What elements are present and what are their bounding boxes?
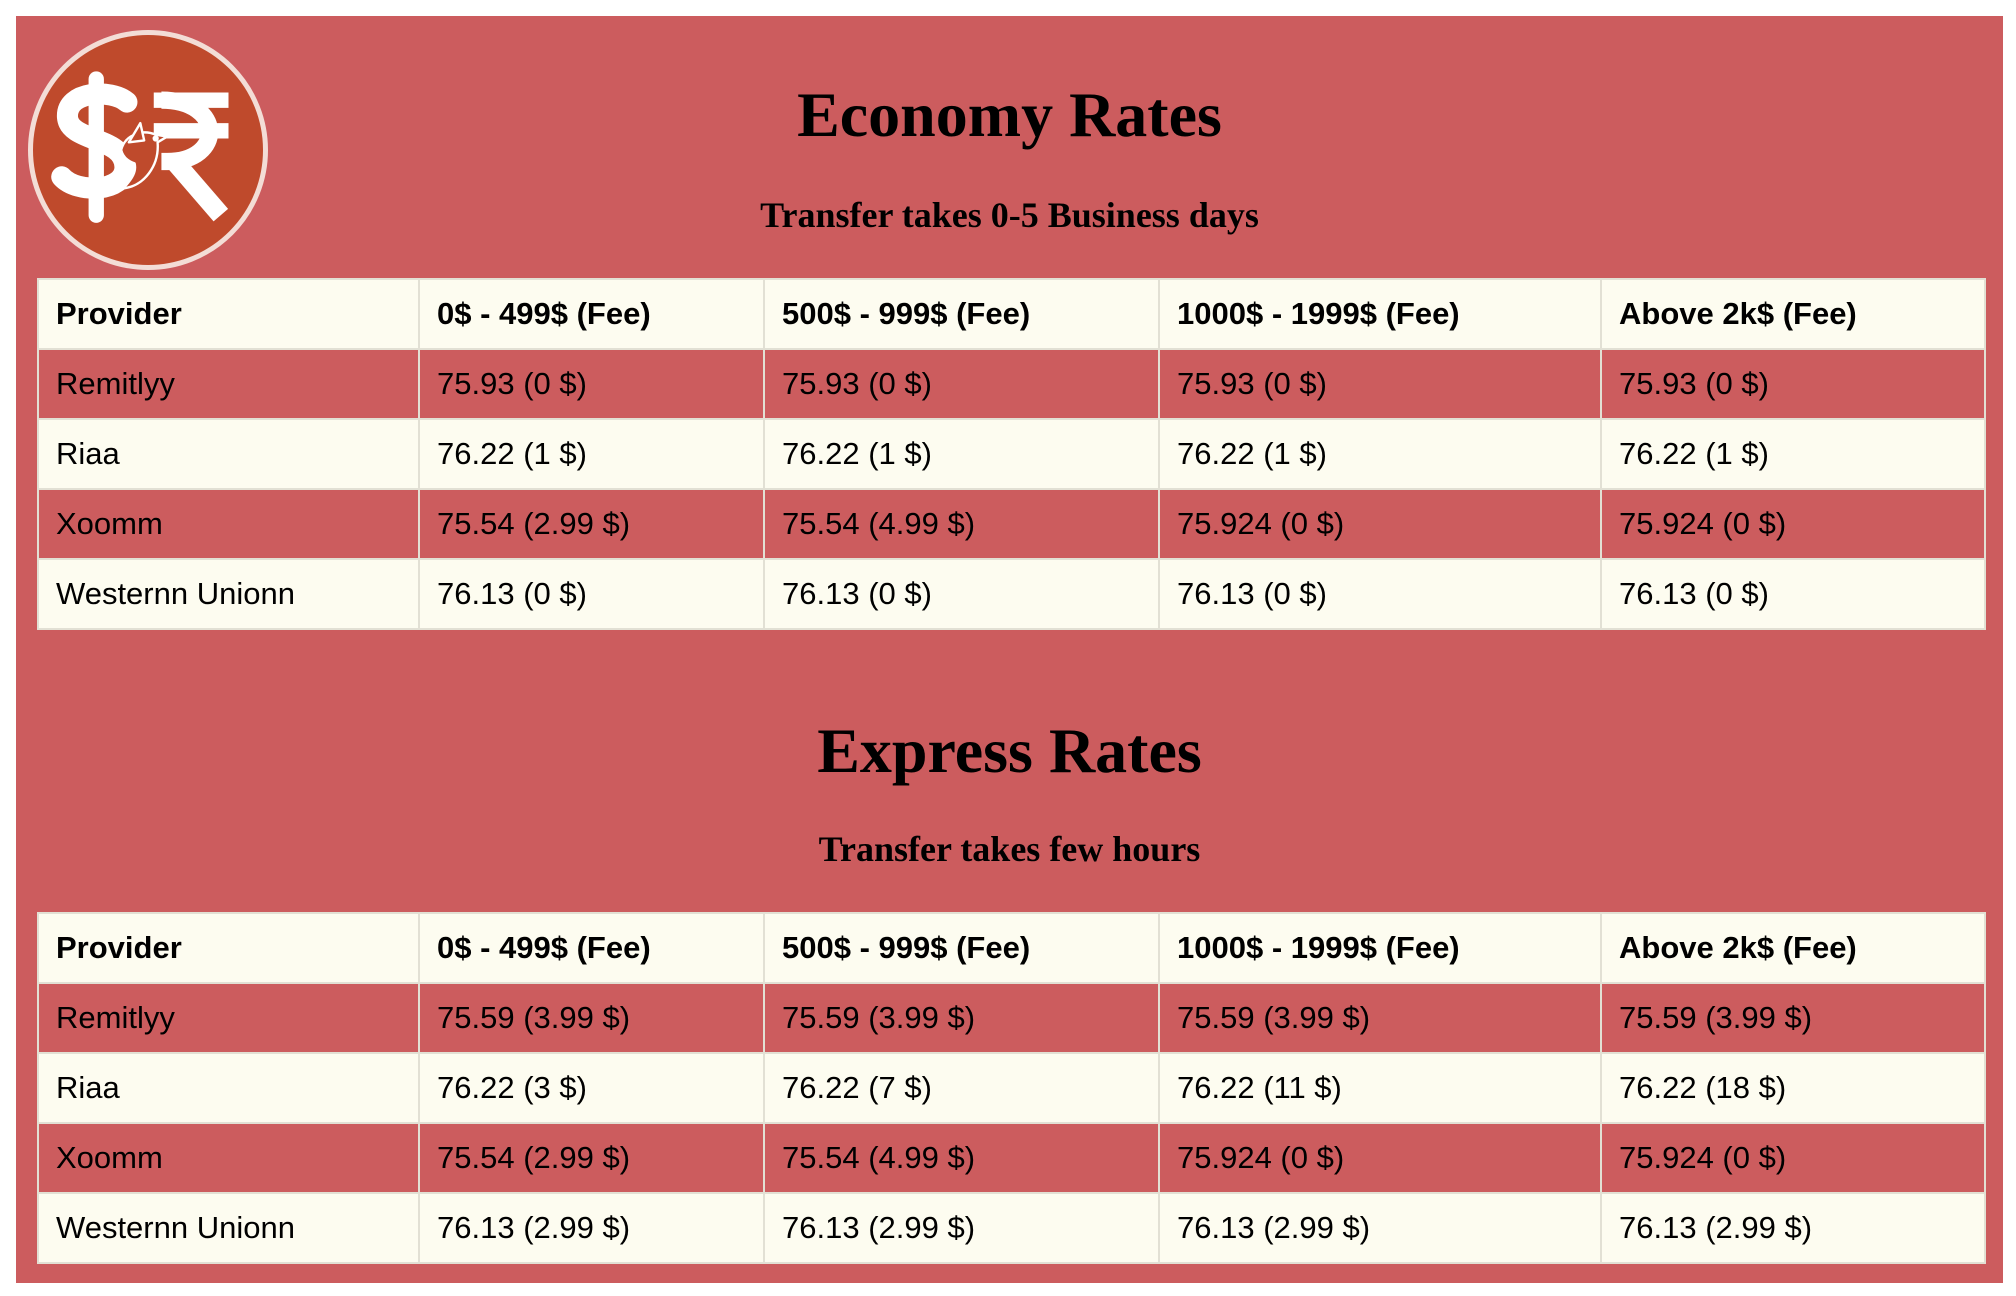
express-subtitle: Transfer takes few hours <box>818 829 1201 869</box>
rate-cell: 75.924 (0 $) <box>1158 1122 1602 1194</box>
rate-cell: 75.59 (3.99 $) <box>763 982 1160 1054</box>
rate-cell: 75.54 (4.99 $) <box>763 1122 1160 1194</box>
rate-cell: 75.54 (4.99 $) <box>763 488 1160 560</box>
header-range-above-2k: Above 2k$ (Fee) <box>1600 912 1986 984</box>
rate-cell: 76.22 (1 $) <box>1158 418 1602 490</box>
rate-cell: 76.13 (2.99 $) <box>763 1192 1160 1264</box>
rate-cell: 75.54 (2.99 $) <box>418 1122 765 1194</box>
rate-cell: 75.59 (3.99 $) <box>1600 982 1986 1054</box>
rate-cell: 75.93 (0 $) <box>1600 348 1986 420</box>
provider-name: Westernn Unionn <box>37 1192 420 1264</box>
rate-cell: 76.13 (0 $) <box>418 558 765 630</box>
rate-cell: 75.93 (0 $) <box>763 348 1160 420</box>
header-range-above-2k: Above 2k$ (Fee) <box>1600 278 1986 350</box>
provider-name: Xoomm <box>37 1122 420 1194</box>
provider-name: Remitlyy <box>37 348 420 420</box>
rate-cell: 76.22 (1 $) <box>763 418 1160 490</box>
provider-name: Xoomm <box>37 488 420 560</box>
rates-panel: Economy Rates Transfer takes 0-5 Busines… <box>16 16 2003 1283</box>
table-header-row: Provider 0$ - 499$ (Fee) 500$ - 999$ (Fe… <box>37 278 1986 350</box>
rate-cell: 76.13 (0 $) <box>1600 558 1986 630</box>
rate-cell: 76.13 (2.99 $) <box>418 1192 765 1264</box>
provider-name: Remitlyy <box>37 982 420 1054</box>
economy-rates-table: Provider 0$ - 499$ (Fee) 500$ - 999$ (Fe… <box>37 278 1986 630</box>
header-provider: Provider <box>37 278 420 350</box>
rate-cell: 76.22 (3 $) <box>418 1052 765 1124</box>
rate-cell: 76.13 (2.99 $) <box>1600 1192 1986 1264</box>
header-range-1000-1999: 1000$ - 1999$ (Fee) <box>1158 912 1602 984</box>
express-title: Express Rates <box>817 715 1202 786</box>
economy-title: Economy Rates <box>797 79 1222 150</box>
provider-name: Riaa <box>37 418 420 490</box>
table-row: Riaa 76.22 (1 $) 76.22 (1 $) 76.22 (1 $)… <box>37 418 1986 490</box>
table-row: Westernn Unionn 76.13 (0 $) 76.13 (0 $) … <box>37 558 1986 630</box>
rate-cell: 76.22 (18 $) <box>1600 1052 1986 1124</box>
table-row: Westernn Unionn 76.13 (2.99 $) 76.13 (2.… <box>37 1192 1986 1264</box>
rate-cell: 76.22 (1 $) <box>1600 418 1986 490</box>
rate-cell: 75.924 (0 $) <box>1600 488 1986 560</box>
header-provider: Provider <box>37 912 420 984</box>
rate-cell: 76.22 (7 $) <box>763 1052 1160 1124</box>
table-row: Remitlyy 75.59 (3.99 $) 75.59 (3.99 $) 7… <box>37 982 1986 1054</box>
rate-cell: 76.13 (2.99 $) <box>1158 1192 1602 1264</box>
rate-cell: 75.93 (0 $) <box>1158 348 1602 420</box>
provider-name: Westernn Unionn <box>37 558 420 630</box>
table-row: Remitlyy 75.93 (0 $) 75.93 (0 $) 75.93 (… <box>37 348 1986 420</box>
table-header-row: Provider 0$ - 499$ (Fee) 500$ - 999$ (Fe… <box>37 912 1986 984</box>
rate-cell: 76.22 (1 $) <box>418 418 765 490</box>
rate-cell: 75.924 (0 $) <box>1600 1122 1986 1194</box>
rate-cell: 76.22 (11 $) <box>1158 1052 1602 1124</box>
rate-cell: 75.54 (2.99 $) <box>418 488 765 560</box>
header-range-0-499: 0$ - 499$ (Fee) <box>418 912 765 984</box>
header-range-0-499: 0$ - 499$ (Fee) <box>418 278 765 350</box>
rate-cell: 75.59 (3.99 $) <box>418 982 765 1054</box>
header-range-500-999: 500$ - 999$ (Fee) <box>763 278 1160 350</box>
rate-cell: 75.93 (0 $) <box>418 348 765 420</box>
economy-subtitle: Transfer takes 0-5 Business days <box>760 195 1259 235</box>
dollar-rupee-bird-logo-icon <box>28 30 268 270</box>
table-row: Xoomm 75.54 (2.99 $) 75.54 (4.99 $) 75.9… <box>37 1122 1986 1194</box>
express-rates-table: Provider 0$ - 499$ (Fee) 500$ - 999$ (Fe… <box>37 912 1986 1264</box>
provider-name: Riaa <box>37 1052 420 1124</box>
header-range-500-999: 500$ - 999$ (Fee) <box>763 912 1160 984</box>
header-range-1000-1999: 1000$ - 1999$ (Fee) <box>1158 278 1602 350</box>
rate-cell: 76.13 (0 $) <box>763 558 1160 630</box>
rate-cell: 76.13 (0 $) <box>1158 558 1602 630</box>
table-row: Xoomm 75.54 (2.99 $) 75.54 (4.99 $) 75.9… <box>37 488 1986 560</box>
rate-cell: 75.924 (0 $) <box>1158 488 1602 560</box>
rate-cell: 75.59 (3.99 $) <box>1158 982 1602 1054</box>
table-row: Riaa 76.22 (3 $) 76.22 (7 $) 76.22 (11 $… <box>37 1052 1986 1124</box>
